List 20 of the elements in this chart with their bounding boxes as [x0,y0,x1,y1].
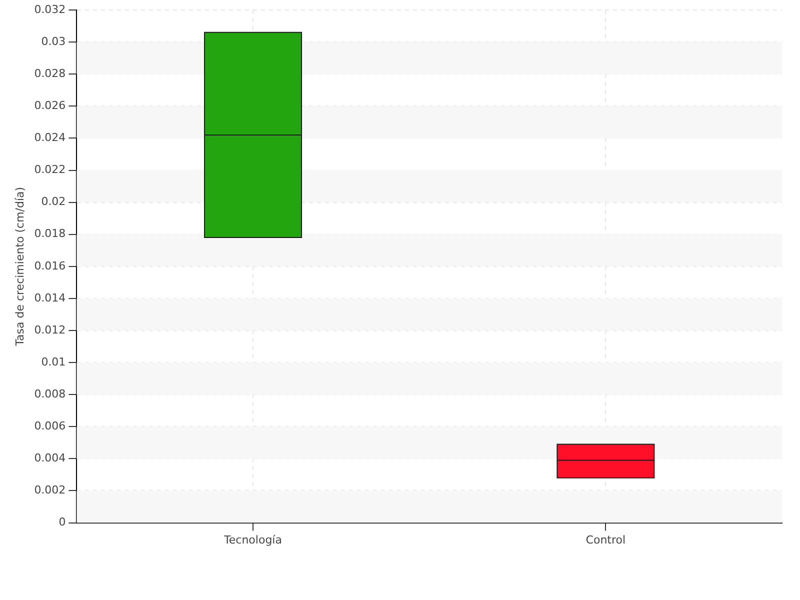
x-tick-label: Control [586,533,626,546]
y-tick-label: 0.006 [34,420,66,433]
y-tick-label: 0.016 [34,259,66,272]
y-tick-label: 0.03 [41,34,66,48]
y-tick-label: 0.014 [34,291,66,304]
y-axis-title: Tasa de crecimiento (cm/día) [13,186,26,347]
x-tick-label: Tecnología [223,533,282,546]
y-tick-label: 0.032 [34,2,66,16]
y-tick-label: 0.01 [41,355,66,368]
y-tick-label: 0.002 [34,484,66,497]
y-tick-label: 0.022 [34,163,66,176]
y-tick-label: 0.024 [34,131,66,144]
y-tick-label: 0.004 [34,452,66,465]
y-tick-label: 0.018 [34,227,66,240]
y-tick-label: 0.02 [41,195,66,208]
y-tick-label: 0.028 [34,66,66,80]
y-tick-label: 0.008 [34,387,66,400]
y-tick-label: 0.012 [34,323,66,336]
y-tick-label: 0.026 [34,99,66,112]
y-tick-label: 0 [58,516,66,529]
